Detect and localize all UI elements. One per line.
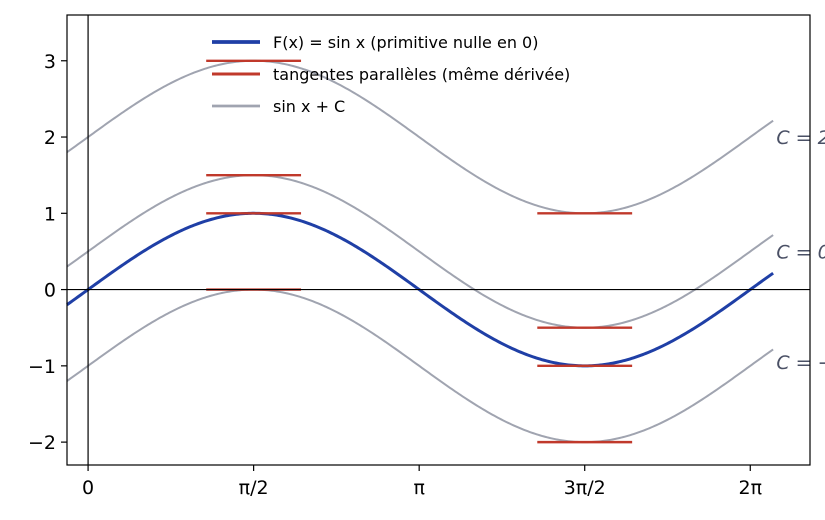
y-axis-ticks: −2 −1 0 1 2 3 [28,51,67,454]
y-tick-label: −1 [28,356,56,378]
y-tick-label: −2 [28,432,56,454]
x-tick-label: 3π/2 [564,477,606,499]
y-tick-label: 1 [44,203,56,225]
x-tick-label: 2π [738,477,762,499]
curve-annotations: C = 2 C = 0,5 C = −1 [776,127,825,374]
x-tick-label: π/2 [239,477,269,499]
x-tick-label: π [413,477,424,499]
y-tick-label: 2 [44,127,56,149]
x-tick-label: 0 [82,477,94,499]
plot-frame [66,14,811,466]
series-line-c-2 [66,59,774,215]
x-axis-ticks: 0 π/2 π 3π/2 2π [82,465,762,499]
y-tick-label: 0 [44,280,56,302]
legend: F(x) = sin x (primitive nulle en 0) tange… [212,33,570,116]
legend-label: sin x + C [273,97,345,116]
y-tick-label: 3 [44,51,56,73]
curve-annotation: C = 2 [776,127,825,149]
series-layer [66,59,774,444]
reference-lines [67,15,810,465]
series-line-c-neg1 [66,288,774,444]
legend-label: tangentes parallèles (même dérivée) [273,65,570,84]
legend-label: F(x) = sin x (primitive nulle en 0) [273,33,538,52]
curve-annotation: C = −1 [776,352,825,374]
series-line-c-0_5 [66,174,774,329]
curve-annotation: C = 0,5 [776,241,825,263]
series-line-c-0 [66,211,774,368]
